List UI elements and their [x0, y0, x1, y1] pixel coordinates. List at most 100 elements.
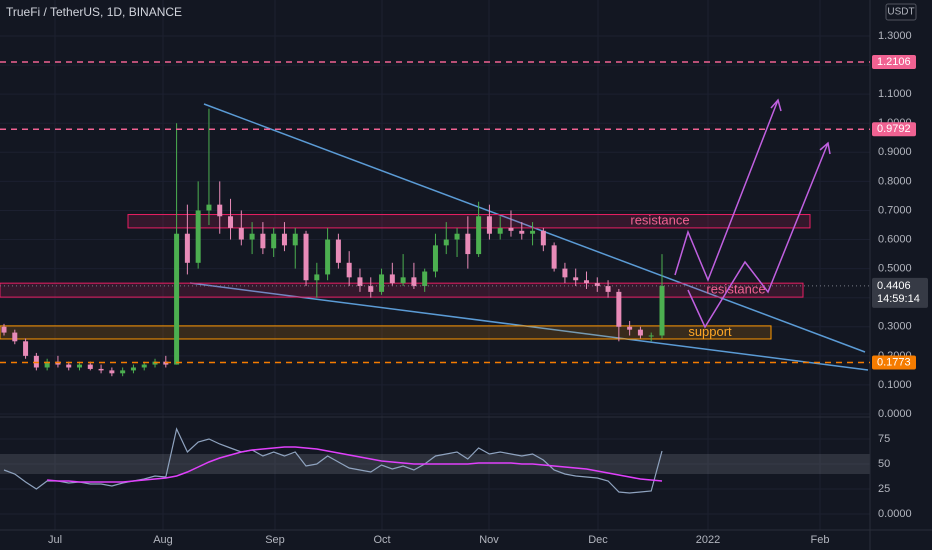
last-price-box — [872, 277, 928, 308]
candle-body — [335, 239, 341, 263]
y-tick-label: 0.7000 — [878, 204, 912, 216]
rsi-ma-line — [47, 446, 663, 483]
candle-body — [281, 233, 287, 246]
candle-body — [228, 216, 234, 228]
y-tick-label: 0.6000 — [878, 233, 912, 245]
candle-body — [12, 332, 18, 342]
candle-body — [238, 227, 244, 240]
x-tick-label: Nov — [479, 534, 499, 546]
x-tick-label: Dec — [588, 534, 608, 546]
candle-body — [519, 230, 525, 234]
candle-body — [271, 233, 277, 249]
projection-arrow — [674, 99, 779, 283]
zone-label: support — [688, 324, 732, 339]
candle-body — [206, 204, 212, 211]
candle-body — [627, 326, 633, 330]
candle-body — [44, 361, 50, 368]
candle-body — [605, 286, 611, 292]
candle-body — [562, 268, 568, 278]
arrow-head — [770, 98, 782, 112]
candle-body — [292, 233, 298, 246]
x-tick-label: Feb — [811, 534, 830, 546]
candle-body — [389, 274, 395, 284]
x-tick-label: Oct — [373, 534, 390, 546]
projection-arrow — [687, 142, 829, 329]
candle-body — [508, 227, 514, 231]
candle-body — [443, 239, 449, 246]
candle-body — [583, 280, 589, 284]
candle-body — [184, 233, 190, 263]
candle-body — [411, 277, 417, 287]
level-label: 0.1773 — [877, 356, 911, 368]
last-price: 0.4406 — [877, 280, 911, 292]
level-label-box — [872, 54, 916, 69]
arrow-head — [819, 141, 831, 155]
x-tick-label: 2022 — [696, 534, 720, 546]
candle-body — [551, 245, 557, 269]
candle-body — [637, 329, 643, 336]
level-label: 0.9792 — [877, 123, 911, 135]
zones: resistance resistance support — [0, 213, 811, 340]
candle-body — [573, 277, 579, 281]
countdown: 14:59:14 — [877, 293, 920, 305]
candle-body — [476, 216, 482, 255]
candle-body — [368, 286, 374, 292]
candle-body — [346, 262, 352, 278]
x-tick-label: Jul — [48, 534, 62, 546]
level-label: 1.2106 — [877, 56, 911, 68]
candle-body — [648, 335, 654, 337]
candle-body — [195, 210, 201, 263]
candle-body — [217, 204, 223, 217]
candle-body — [616, 291, 622, 327]
currency-box — [885, 3, 917, 21]
zone — [0, 325, 772, 340]
candle-body — [325, 239, 331, 275]
candle-body — [486, 216, 492, 234]
rsi-tick-label: 25 — [878, 483, 890, 495]
candle-body — [109, 370, 115, 374]
y-tick-label: 1.3000 — [878, 30, 912, 42]
level-label-box — [872, 355, 916, 370]
candle-body — [33, 355, 39, 368]
candle-body — [314, 274, 320, 281]
y-tick-label: 0.9000 — [878, 146, 912, 158]
candle-body — [454, 233, 460, 240]
chart-title: TrueFi / TetherUS, 1D, BINANCE — [6, 5, 182, 19]
zone-label: resistance — [630, 213, 689, 228]
rsi-line — [3, 427, 663, 494]
currency: USDT — [887, 7, 914, 18]
y-tick-label: 0.0000 — [878, 408, 912, 420]
candle-body — [357, 277, 363, 287]
candle-body — [120, 370, 126, 374]
candle-body — [379, 274, 385, 292]
candle-body — [23, 341, 29, 356]
level-label-box — [872, 122, 916, 137]
candle-body — [174, 233, 180, 365]
candle-body — [98, 368, 104, 371]
candle-body — [659, 285, 665, 336]
candle-body — [465, 233, 471, 255]
y-tick-label: 0.8000 — [878, 175, 912, 187]
candle-body — [530, 230, 536, 234]
candle-body — [66, 364, 72, 368]
y-tick-label: 0.1000 — [878, 379, 912, 391]
rsi-tick-label: 50 — [878, 458, 890, 470]
rsi-tick-label: 0.0000 — [878, 508, 912, 520]
rsi-tick-label: 75 — [878, 433, 890, 445]
candle-body — [77, 364, 83, 368]
y-tick-label: 0.5000 — [878, 263, 912, 275]
candle-body — [141, 364, 147, 368]
candle-body — [249, 233, 255, 240]
y-tick-label: 0.3000 — [878, 321, 912, 333]
candle-body — [87, 364, 93, 369]
x-tick-label: Sep — [265, 534, 285, 546]
zone-label: resistance — [706, 282, 765, 297]
candle-body — [303, 233, 309, 281]
zone — [0, 282, 804, 298]
candle-body — [422, 271, 428, 287]
candle-body — [400, 277, 406, 284]
zone — [127, 214, 811, 229]
candle-body — [1, 326, 7, 333]
